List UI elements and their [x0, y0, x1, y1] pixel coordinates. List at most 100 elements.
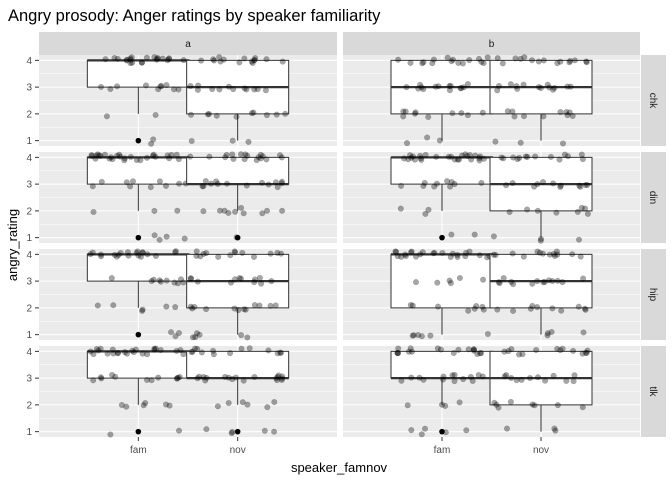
- data-point: [214, 403, 221, 410]
- data-point: [202, 377, 209, 384]
- data-point: [454, 254, 461, 260]
- data-point: [133, 346, 139, 353]
- y-tick-label: 1: [26, 233, 32, 244]
- data-point: [529, 280, 536, 287]
- data-point: [150, 136, 157, 143]
- data-point: [477, 153, 484, 160]
- data-point: [400, 108, 407, 115]
- data-point: [412, 110, 418, 117]
- data-point: [565, 153, 571, 160]
- data-point: [156, 277, 163, 284]
- data-point: [109, 346, 116, 353]
- data-point: [422, 425, 428, 432]
- data-point: [404, 140, 410, 147]
- data-point: [171, 279, 178, 286]
- data-point: [503, 182, 510, 189]
- data-point: [394, 253, 401, 260]
- data-point: [467, 373, 474, 380]
- data-point: [198, 57, 205, 64]
- data-point: [271, 399, 278, 405]
- data-point: [110, 302, 117, 309]
- data-point: [545, 277, 552, 284]
- y-tick-label: 2: [26, 206, 32, 217]
- data-point: [455, 59, 462, 66]
- data-point: [392, 248, 399, 255]
- data-point: [456, 399, 463, 406]
- box-body: [390, 350, 494, 379]
- box-a-hip-nov: [186, 248, 290, 341]
- data-point: [459, 152, 465, 159]
- data-point: [495, 404, 502, 411]
- data-point: [550, 180, 557, 187]
- data-point: [540, 57, 547, 64]
- data-point: [232, 249, 239, 256]
- data-point: [200, 374, 207, 380]
- data-point: [98, 253, 105, 260]
- data-point: [155, 374, 162, 381]
- data-point: [464, 112, 471, 119]
- data-point: [251, 57, 258, 63]
- data-point: [139, 249, 146, 256]
- data-point: [480, 60, 487, 67]
- data-point: [279, 178, 285, 185]
- data-point: [419, 249, 426, 256]
- box-b-tlk-fam: [390, 345, 494, 438]
- data-point: [176, 330, 182, 336]
- y-tick-label: 1: [26, 330, 32, 341]
- data-point: [429, 60, 436, 67]
- data-point: [551, 253, 558, 259]
- data-point: [235, 307, 242, 314]
- facet-strip-col-label: b: [489, 39, 495, 50]
- data-point: [421, 179, 428, 186]
- data-point: [251, 279, 258, 286]
- data-point: [557, 109, 564, 115]
- data-point: [415, 332, 422, 338]
- data-point: [462, 253, 469, 260]
- data-point: [152, 253, 159, 259]
- data-point: [546, 84, 553, 91]
- data-point: [176, 180, 183, 187]
- data-point: [274, 350, 281, 357]
- data-point: [445, 153, 452, 160]
- data-point: [198, 349, 205, 356]
- data-point: [114, 55, 121, 62]
- data-point: [534, 248, 541, 255]
- box-outlier: [135, 137, 142, 144]
- data-point: [584, 347, 591, 354]
- data-point: [139, 306, 146, 313]
- data-point: [534, 181, 541, 188]
- data-point: [97, 251, 104, 258]
- box-a-chk-nov: [186, 54, 290, 145]
- data-point: [474, 351, 481, 357]
- data-point: [199, 183, 206, 190]
- data-point: [238, 204, 245, 211]
- data-point: [123, 179, 130, 186]
- data-point: [130, 178, 136, 185]
- data-point: [176, 374, 183, 380]
- data-point: [129, 347, 136, 354]
- data-point: [89, 183, 96, 190]
- data-point: [243, 182, 250, 189]
- data-point: [244, 152, 251, 159]
- data-point: [490, 233, 497, 240]
- data-point: [454, 156, 461, 163]
- data-point: [208, 180, 214, 187]
- data-point: [211, 57, 218, 64]
- data-point: [442, 429, 449, 436]
- data-point: [557, 347, 564, 354]
- data-point: [244, 334, 251, 341]
- data-point: [203, 426, 210, 433]
- data-point: [534, 207, 541, 214]
- data-point: [140, 402, 147, 409]
- data-point: [222, 154, 229, 161]
- data-point: [417, 251, 424, 258]
- data-point: [583, 349, 590, 356]
- facet-strip-col: [39, 32, 337, 55]
- data-point: [150, 276, 157, 283]
- data-point: [570, 347, 577, 354]
- data-point: [510, 281, 517, 288]
- data-point: [566, 109, 573, 116]
- data-point: [139, 350, 146, 357]
- data-point: [458, 110, 465, 116]
- data-point: [522, 153, 529, 160]
